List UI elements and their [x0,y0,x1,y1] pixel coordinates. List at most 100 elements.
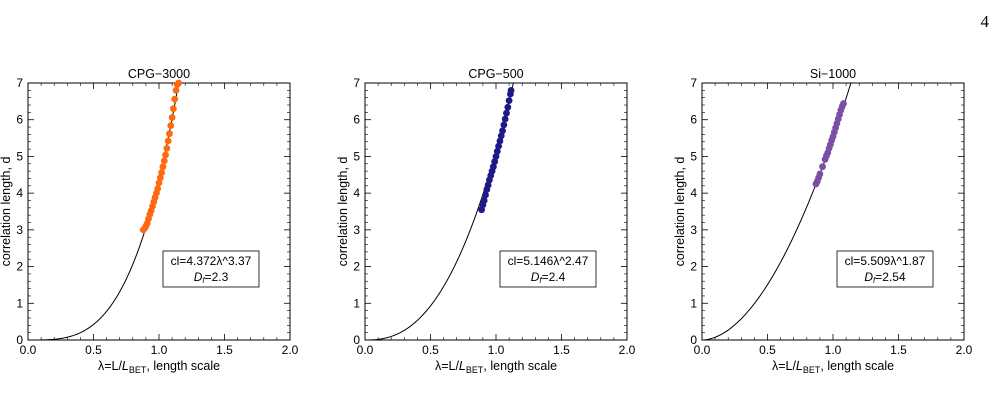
df-subscript: f [539,276,542,285]
y-tick-label: 3 [16,223,23,237]
fit-annotation-box [836,250,934,288]
y-tick-label: 7 [16,76,23,90]
df-subscript: f [202,276,205,285]
y-tick-label: 1 [16,296,23,310]
data-point [158,169,166,176]
fractal-dimension: Df=2.4 [531,270,566,285]
data-point [491,158,499,165]
data-point [172,86,180,94]
y-tick-label: 3 [353,223,360,237]
fit-curve [702,83,852,340]
y-tick-label: 4 [353,186,360,200]
x-axis-label-lambda: λ=L/ [435,359,460,373]
x-axis-label-lambda: λ=L/ [772,359,797,373]
chart-title: CPG−500 [468,67,523,81]
data-point [505,97,513,105]
chart-panel-1: 0.0 0.5 1.0 1.5 2.0 0 1 2 3 4 5 6 7 CPG−3000 λ=L/LBET,… [0,67,299,375]
fit-equation: cl=4.372λ^3.37 [171,254,252,268]
df-symbol: D [194,270,203,284]
y-tick-label: 1 [353,296,360,310]
data-point [155,179,163,187]
data-point [493,147,501,155]
fit-equation: cl=5.146λ^2.47 [508,254,589,268]
y-tick-label: 6 [690,113,697,127]
data-point [504,103,512,111]
df-value: =2.3 [205,270,229,284]
y-axis-label: correlation length, d [0,157,13,267]
x-axis-label-rest: , length scale [483,359,557,373]
x-axis-label-sub: BET [129,365,147,375]
x-axis-label-rest: , length scale [820,359,894,373]
y-tick-label: 7 [353,76,360,90]
y-axis-label: correlation length, d [673,157,687,267]
df-value: =2.4 [542,270,566,284]
x-tick-label: 0.0 [694,343,711,357]
chart-title: Si−1000 [810,67,856,81]
data-point [160,157,168,165]
data-point [154,185,162,193]
x-axis-label-lambda: λ=L/ [98,359,123,373]
x-axis-label-L: L [796,359,803,373]
x-tick-label: 2.0 [619,343,636,357]
x-axis-label: λ=L/LBET, length scale [772,359,894,375]
y-tick-label: 7 [690,76,697,90]
data-point [168,114,176,121]
x-tick-label: 1.5 [890,343,907,357]
data-point [496,137,504,145]
y-tick-label: 6 [16,113,23,127]
x-axis-label-L: L [459,359,466,373]
x-tick-label: 0.5 [85,343,102,357]
fit-curve [365,83,514,340]
data-point [171,95,179,103]
y-tick-label: 4 [16,186,23,200]
x-tick-label: 2.0 [282,343,299,357]
y-tick-label: 3 [690,223,697,237]
data-point [492,153,500,160]
plot-frame [701,82,965,341]
data-point [162,151,169,159]
y-tick-label: 5 [690,149,697,163]
y-tick-label: 2 [690,260,697,274]
fit-annotation-box [162,250,260,288]
chart-panel-3: 0.0 0.5 1.0 1.5 2.0 0 1 2 3 4 5 6 7 Si−1000 λ=L/LBET, … [673,67,973,375]
data-point [816,170,824,178]
data-point [840,100,847,107]
x-axis-label-sub: BET [803,365,821,375]
df-symbol: D [531,270,540,284]
x-tick-label: 0.5 [759,343,776,357]
data-point [482,191,489,199]
fit-curve [28,83,180,340]
x-tick-label: 1.5 [553,343,570,357]
data-point [507,86,515,94]
y-tick-label: 0 [690,333,697,347]
plot-frame [27,82,291,341]
data-point [167,122,175,129]
data-point [500,121,508,129]
x-tick-label: 1.5 [216,343,233,357]
x-axis-label: λ=L/LBET, length scale [98,359,220,375]
y-tick-label: 2 [16,260,23,274]
x-axis-label-sub: BET [466,365,484,375]
y-tick-label: 0 [16,333,23,347]
x-tick-label: 1.0 [151,343,168,357]
fit-annotation-box [499,250,597,288]
data-point [495,142,503,150]
y-tick-label: 5 [16,149,23,163]
df-value: =2.54 [875,270,906,284]
y-tick-label: 1 [690,296,697,310]
y-axis-label: correlation length, d [336,157,350,267]
data-point [175,79,183,87]
page-number: 4 [980,12,990,31]
x-tick-label: 1.0 [825,343,842,357]
x-axis-label: λ=L/LBET, length scale [435,359,557,375]
x-tick-label: 0.0 [20,343,37,357]
x-tick-label: 0.0 [357,343,374,357]
chart-title: CPG−3000 [128,67,190,81]
data-point [501,115,509,123]
data-point [156,174,164,182]
x-tick-label: 2.0 [956,343,973,357]
data-point [503,109,510,117]
data-point [489,163,497,171]
y-tick-label: 4 [690,186,697,200]
